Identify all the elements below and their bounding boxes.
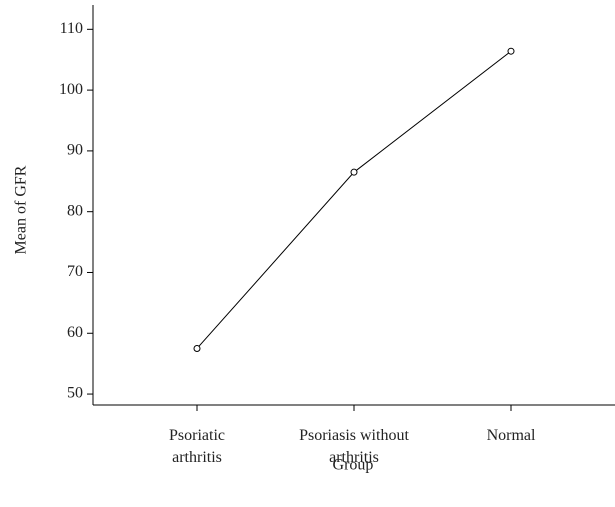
y-tick-label: 100 [59, 81, 83, 98]
y-tick-label: 110 [60, 20, 83, 37]
y-tick-label: 90 [67, 142, 83, 159]
line [196, 50, 512, 349]
x-tick-label: Psoriasis without arthritis [299, 427, 409, 466]
x-tick-label: Normal [486, 427, 536, 444]
x-axis-label: Group [333, 457, 374, 474]
point [507, 47, 515, 55]
y-axis-label: Mean of GFR [13, 165, 30, 254]
y-tick-label: 60 [67, 324, 83, 341]
point [193, 344, 201, 352]
y-tick-label: 70 [67, 263, 83, 280]
y-tick-label: 50 [67, 385, 83, 402]
point [350, 168, 358, 176]
y-tick-label: 80 [67, 202, 83, 219]
x-tick-label: Psoriatic arthritis [169, 427, 225, 466]
